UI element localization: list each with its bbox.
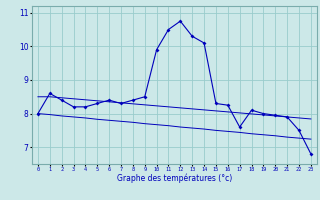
X-axis label: Graphe des températures (°c): Graphe des températures (°c) (117, 173, 232, 183)
